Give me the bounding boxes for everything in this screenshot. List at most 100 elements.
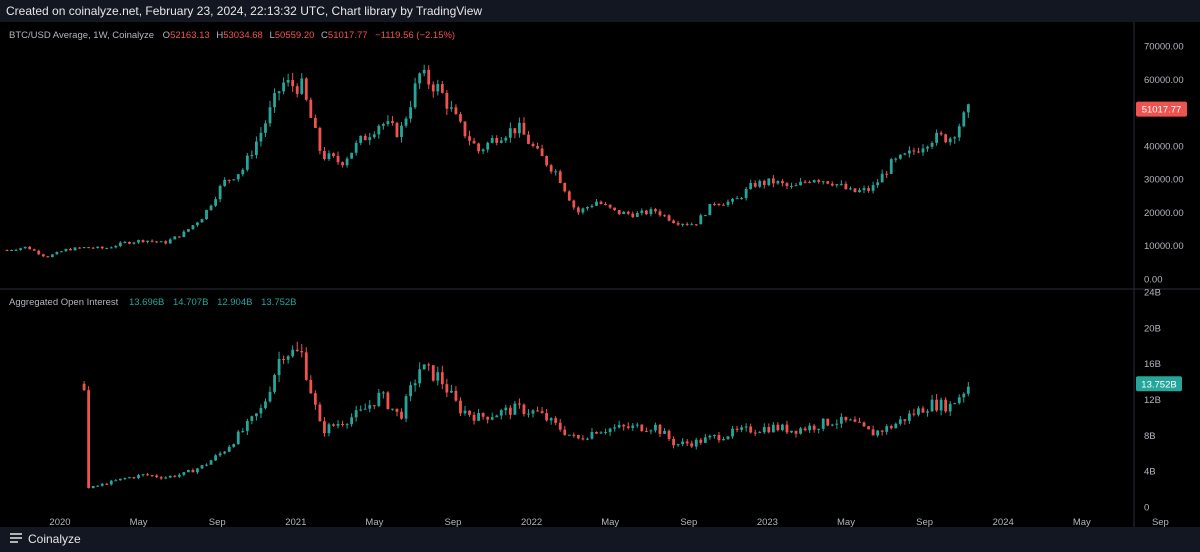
oi-candle-body — [490, 417, 494, 420]
price-candle-body — [241, 169, 245, 175]
price-candle-body — [898, 154, 902, 159]
price-candle-body — [400, 125, 403, 138]
price-axis: 0.0010000.0020000.0030000.0040000.005000… — [1144, 42, 1184, 286]
oi-candle-body — [898, 419, 902, 424]
oi-candle-body — [418, 369, 422, 384]
price-candle-body — [504, 137, 508, 141]
oi-candle-body — [372, 405, 376, 407]
oi-candle-body — [128, 477, 131, 479]
price-candle-body — [826, 181, 830, 184]
price-candle-body — [286, 80, 290, 83]
oi-candle-body — [96, 485, 100, 487]
price-candle-body — [218, 185, 222, 200]
last-price-badge: 51017.77 — [1136, 101, 1187, 117]
price-candle-body — [359, 135, 363, 143]
oi-tick-label: 24B — [1144, 288, 1161, 299]
oi-tick-label: 16B — [1144, 359, 1161, 370]
price-change: −1119.56 (−2.15%) — [375, 30, 455, 41]
price-candle-body — [327, 153, 331, 159]
chart-area[interactable]: 0.0010000.0020000.0030000.0040000.005000… — [0, 22, 1200, 528]
price-candle-body — [168, 239, 172, 244]
price-candle-body — [205, 209, 208, 220]
oi-candle-body — [422, 364, 426, 370]
oi-candle-body — [867, 426, 870, 430]
price-candle-body — [726, 201, 730, 205]
oi-candle-body — [722, 439, 725, 441]
time-axis: 2020 May Sep 2021 May Sep 2022 May Sep 2023 May Sep… — [49, 517, 1168, 528]
oi-candle-body — [545, 413, 549, 421]
price-candle-body — [694, 224, 698, 226]
price-candle-body — [55, 251, 59, 255]
oi-candle-body — [853, 419, 857, 422]
oi-candle-body — [327, 424, 331, 434]
oi-candle-body — [427, 364, 431, 366]
oi-candle-body — [150, 475, 154, 477]
price-candle-body — [690, 224, 694, 226]
price-candle-body — [259, 132, 263, 142]
price-candle-body — [50, 254, 54, 258]
price-candle-body — [948, 138, 952, 143]
price-candle-body — [717, 204, 721, 206]
oi-candle-body — [731, 428, 734, 437]
oi-candle-body — [527, 413, 530, 415]
price-candle-body — [622, 211, 626, 215]
chart-canvas[interactable]: 0.0010000.0020000.0030000.0040000.005000… — [0, 22, 1200, 528]
oi-candle-body — [817, 428, 821, 430]
price-candle-body — [73, 247, 77, 251]
price-candle-body — [776, 181, 780, 184]
price-candle-body — [332, 153, 335, 157]
oi-candle-body — [944, 399, 948, 412]
oi-candle-body — [558, 422, 562, 430]
oi-candle-body — [232, 444, 236, 447]
price-candle-body — [586, 207, 589, 209]
oi-candle-body — [613, 427, 617, 429]
oi-axis: 0 4B 8B 12B 16B 20B 24B — [1144, 288, 1161, 514]
oi-candle-body — [159, 477, 163, 479]
price-candle-body — [323, 150, 326, 159]
price-candle-body — [146, 240, 149, 242]
price-candle-body — [545, 156, 549, 166]
oi-candles — [82, 341, 970, 489]
price-candle-body — [835, 184, 839, 186]
price-candle-body — [962, 112, 966, 127]
price-candle-body — [513, 128, 517, 134]
oi-candle-body — [740, 427, 744, 430]
price-candle-body — [96, 246, 100, 249]
oi-candle-body — [799, 428, 802, 434]
open-label: O — [163, 30, 170, 41]
price-candle-body — [431, 84, 435, 92]
price-candle-body — [703, 215, 707, 217]
oi-candle-body — [903, 419, 907, 421]
price-candle-body — [277, 91, 281, 94]
oi-candle-body — [522, 404, 526, 414]
oi-candle-body — [631, 425, 635, 428]
oi-candle-body — [758, 432, 762, 434]
oi-candle-body — [282, 358, 286, 360]
oi-candle-body — [676, 444, 680, 446]
price-candle-body — [137, 240, 140, 243]
oi-candle-body — [767, 427, 771, 433]
oi-candle-body — [685, 441, 689, 444]
oi-candle-body — [499, 410, 503, 416]
oi-title: Aggregated Open Interest — [9, 297, 119, 308]
price-candle-body — [740, 197, 744, 199]
oi-candle-body — [939, 399, 943, 411]
price-candle-body — [672, 220, 675, 224]
price-candle-body — [427, 69, 431, 85]
time-tick-label: 2020 — [49, 517, 70, 527]
time-tick-label: May — [1073, 517, 1091, 527]
price-candle-body — [794, 185, 798, 187]
high-label: H — [216, 30, 223, 41]
oi-candle-body — [717, 435, 721, 441]
price-candle-body — [871, 185, 875, 191]
oi-candle-body — [354, 410, 358, 418]
low-value: 50559.20 — [275, 30, 315, 41]
price-candle-body — [459, 114, 462, 122]
price-candle-body — [309, 99, 313, 118]
price-candle-body — [894, 158, 898, 160]
oi-candle-body — [858, 421, 861, 423]
coinalyze-logo-icon — [10, 533, 22, 543]
brand-logo[interactable]: Coinalyze — [8, 531, 81, 547]
price-candle-body — [495, 138, 499, 143]
oi-candle-body — [849, 419, 852, 421]
